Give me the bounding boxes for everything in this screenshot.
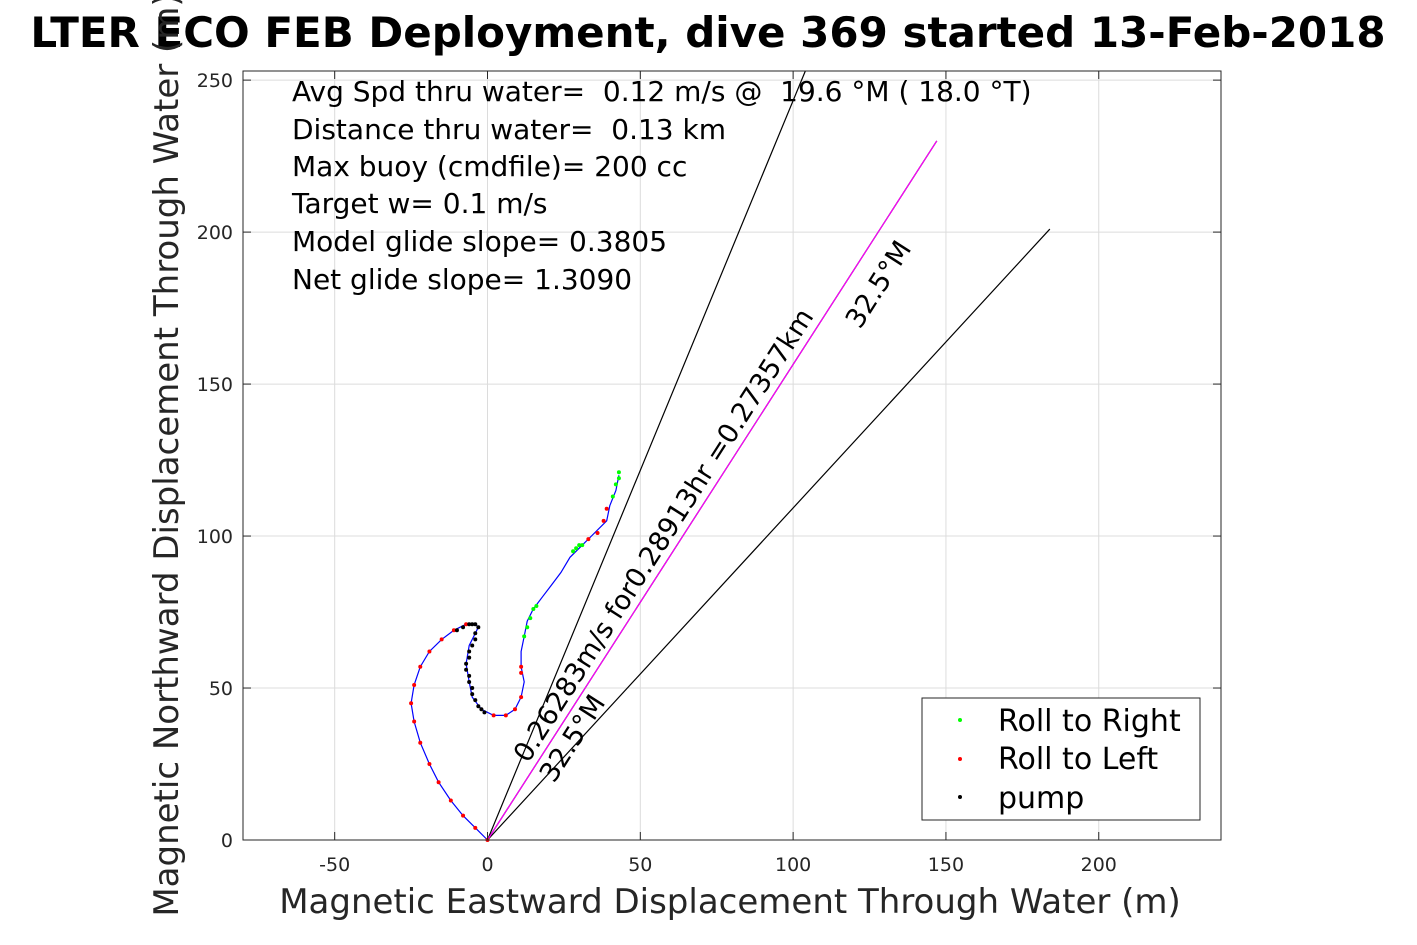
pump-point bbox=[473, 637, 478, 642]
info-max-buoy: Max buoy (cmdfile)= 200 cc bbox=[292, 150, 687, 183]
heading-line-right bbox=[487, 228, 1051, 841]
roll-left-point bbox=[418, 740, 423, 745]
roll-left-point bbox=[519, 695, 524, 700]
roll-left-point bbox=[513, 707, 518, 712]
info-block: Avg Spd thru water= 0.12 m/s @ 19.6 °M (… bbox=[291, 75, 1032, 296]
roll-left-point bbox=[461, 813, 466, 818]
info-target-w: Target w= 0.1 m/s bbox=[291, 187, 548, 220]
roll-left-markers bbox=[409, 506, 609, 842]
pump-point bbox=[473, 698, 478, 703]
pump-point bbox=[467, 622, 472, 627]
roll-left-point bbox=[519, 664, 524, 669]
current-line bbox=[486, 140, 938, 841]
pump-point bbox=[479, 707, 484, 712]
roll-left-point bbox=[464, 622, 469, 627]
roll-right-point bbox=[610, 494, 615, 499]
roll-left-point bbox=[412, 682, 417, 687]
roll-left-point bbox=[439, 637, 444, 642]
roll-right-point bbox=[528, 616, 533, 621]
y-axis-label: Magnetic Northward Displacement Through … bbox=[147, 0, 187, 917]
pump-point bbox=[473, 622, 478, 627]
y-tick-label: 100 bbox=[197, 526, 233, 548]
roll-left-point bbox=[436, 780, 441, 785]
pump-point bbox=[470, 622, 475, 627]
axis-ticks: -50 0 50 100 150 200 0 50 100 150 200 250 bbox=[197, 70, 1221, 876]
grid-lines bbox=[243, 71, 1221, 841]
info-net-glide: Net glide slope= 1.3090 bbox=[292, 263, 632, 296]
y-tick-label: 50 bbox=[209, 678, 233, 700]
pump-point bbox=[482, 710, 487, 715]
pump-point bbox=[467, 679, 472, 684]
legend-label-roll-right: Roll to Right bbox=[998, 704, 1181, 739]
roll-right-point bbox=[616, 470, 621, 475]
legend: Roll to Right Roll to Left pump bbox=[921, 697, 1201, 821]
y-tick-label: 0 bbox=[221, 830, 233, 852]
x-axis-label: Magnetic Eastward Displacement Through W… bbox=[279, 882, 1181, 922]
legend-marker-roll-right bbox=[958, 718, 962, 722]
roll-left-point bbox=[586, 537, 591, 542]
roll-left-point bbox=[473, 825, 478, 830]
roll-right-point bbox=[574, 546, 579, 551]
pump-point bbox=[467, 649, 472, 654]
roll-left-point bbox=[491, 713, 496, 718]
info-model-glide: Model glide slope= 0.3805 bbox=[292, 225, 667, 258]
roll-right-point bbox=[531, 606, 536, 611]
roll-right-point bbox=[616, 476, 621, 481]
chart-title: LTER ECO FEB Deployment, dive 369 starte… bbox=[30, 8, 1385, 57]
roll-right-point bbox=[580, 543, 585, 548]
x-tick-label: 0 bbox=[481, 854, 493, 876]
x-tick-label: 200 bbox=[1081, 854, 1117, 876]
roll-right-point bbox=[571, 549, 576, 554]
legend-label-roll-left: Roll to Left bbox=[998, 742, 1158, 777]
pump-point bbox=[464, 661, 469, 666]
roll-left-point bbox=[418, 664, 423, 669]
roll-left-point bbox=[448, 798, 453, 803]
roll-right-point bbox=[613, 482, 618, 487]
current-track bbox=[486, 140, 938, 841]
x-tick-label: 100 bbox=[775, 854, 811, 876]
legend-label-pump: pump bbox=[998, 781, 1084, 816]
roll-right-point bbox=[522, 634, 527, 639]
legend-marker-roll-left bbox=[958, 757, 962, 761]
roll-left-point bbox=[451, 628, 456, 633]
roll-left-point bbox=[427, 762, 432, 767]
pump-point bbox=[473, 631, 478, 636]
pump-point bbox=[464, 667, 469, 672]
roll-left-point bbox=[427, 649, 432, 654]
roll-left-point bbox=[409, 701, 414, 706]
plot-frame bbox=[242, 70, 1222, 841]
pump-point bbox=[467, 673, 472, 678]
pump-point bbox=[476, 704, 481, 709]
heading-line-left bbox=[486, 70, 806, 841]
pump-markers bbox=[454, 622, 487, 715]
y-tick-label: 200 bbox=[197, 222, 233, 244]
roll-left-point bbox=[503, 713, 508, 718]
roll-right-point bbox=[525, 625, 530, 630]
info-avg-speed: Avg Spd thru water= 0.12 m/s @ 19.6 °M (… bbox=[292, 75, 1032, 108]
roll-right-markers bbox=[522, 470, 621, 639]
pump-point bbox=[476, 625, 481, 630]
pump-point bbox=[454, 628, 459, 633]
pump-point bbox=[470, 643, 475, 648]
roll-left-point bbox=[519, 670, 524, 675]
roll-left-point bbox=[412, 719, 417, 724]
legend-marker-pump bbox=[958, 795, 962, 799]
y-tick-label: 150 bbox=[197, 374, 233, 396]
roll-left-point bbox=[595, 531, 600, 536]
roll-left-point bbox=[601, 518, 606, 523]
y-tick-label: 250 bbox=[197, 70, 233, 92]
x-tick-label: -50 bbox=[319, 854, 350, 876]
pump-point bbox=[461, 625, 466, 630]
info-distance: Distance thru water= 0.13 km bbox=[292, 113, 726, 146]
pump-point bbox=[470, 686, 475, 691]
roll-right-point bbox=[534, 603, 539, 608]
x-tick-label: 150 bbox=[928, 854, 964, 876]
pump-point bbox=[467, 655, 472, 660]
pump-point bbox=[470, 692, 475, 697]
roll-right-point bbox=[577, 543, 582, 548]
x-tick-label: 50 bbox=[628, 854, 652, 876]
roll-left-point bbox=[604, 506, 609, 511]
legend-box bbox=[921, 697, 1201, 821]
